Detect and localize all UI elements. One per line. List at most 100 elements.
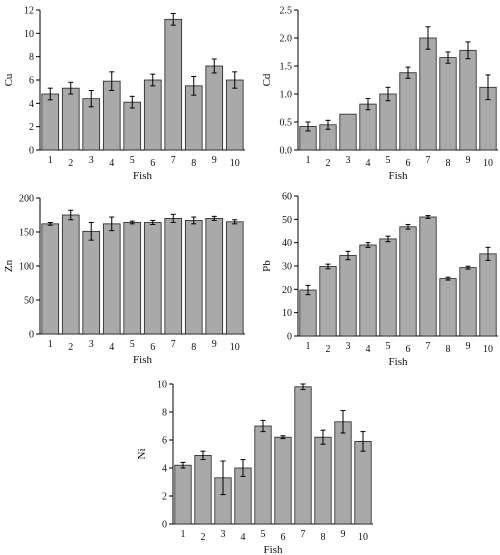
- y-tick-label: 100: [19, 262, 34, 273]
- bar: [205, 65, 224, 151]
- y-tick-label: 2: [162, 492, 167, 503]
- x-tick-label: 5: [261, 529, 266, 540]
- y-tick-label: 2.5: [280, 6, 293, 17]
- y-axis-label: Pb: [261, 260, 273, 272]
- y-tick-label: 10: [282, 308, 292, 319]
- bar: [379, 93, 397, 151]
- error-bar: [405, 66, 411, 79]
- error-bar: [325, 263, 331, 270]
- bar: [439, 57, 457, 151]
- bar: [254, 425, 272, 525]
- y-tick-label: 6: [29, 76, 34, 87]
- error-bar: [305, 121, 311, 132]
- y-axis-label: Cd: [261, 73, 273, 86]
- error-bar: [300, 383, 306, 391]
- bar: [419, 216, 437, 337]
- error-bar: [280, 435, 286, 440]
- bar: [143, 79, 162, 151]
- x-tick-label: 1: [306, 155, 311, 166]
- bar: [399, 226, 417, 337]
- x-tick-label: 10: [230, 342, 240, 353]
- x-tick-label: 7: [426, 155, 431, 166]
- error-bar: [109, 71, 115, 91]
- y-tick-label: 40: [282, 238, 292, 249]
- error-bar: [425, 26, 431, 50]
- x-tick-label: 2: [326, 344, 331, 355]
- bar: [123, 101, 142, 151]
- error-bar: [240, 459, 246, 477]
- x-tick-label: 2: [68, 342, 73, 353]
- bar: [314, 436, 332, 525]
- error-bar: [200, 450, 206, 461]
- pb-chart: 0 10 20 30 40 50 60 1 2 3 4 5 6 7 8 9 10 Fish Pb: [261, 192, 498, 368]
- y-tick-label: 0: [162, 520, 167, 531]
- error-bar: [68, 81, 74, 95]
- error-bar: [465, 265, 471, 270]
- x-tick-label: 9: [466, 155, 471, 166]
- y-tick-label: 6: [162, 436, 167, 447]
- x-tick-label: 9: [212, 155, 217, 166]
- x-axis-label: Fish: [133, 170, 152, 182]
- bar: [225, 221, 244, 335]
- error-bar: [170, 213, 176, 223]
- x-tick-label: 2: [201, 532, 206, 543]
- error-bar: [465, 41, 471, 60]
- error-bar: [170, 13, 176, 26]
- bar: [379, 238, 397, 337]
- y-tick-label: 200: [19, 194, 34, 205]
- y-tick-label: 0: [29, 330, 34, 341]
- x-tick-label: 10: [483, 344, 493, 355]
- bar: [439, 278, 457, 337]
- x-tick-label: 5: [386, 155, 391, 166]
- x-tick-label: 3: [89, 155, 94, 166]
- y-tick-label: 50: [282, 215, 292, 226]
- x-tick-label: 8: [446, 344, 451, 355]
- bar: [164, 217, 183, 335]
- bar: [102, 80, 121, 151]
- x-tick-label: 4: [241, 532, 246, 543]
- y-tick-label: 0: [287, 332, 292, 343]
- y-tick-label: 4: [29, 99, 34, 110]
- x-tick-label: 9: [466, 341, 471, 352]
- error-bar: [385, 235, 391, 243]
- bar: [184, 220, 203, 335]
- bar: [174, 464, 192, 525]
- error-bar: [150, 219, 156, 226]
- x-tick-label: 5: [130, 339, 135, 350]
- bar: [359, 103, 377, 151]
- x-tick-label: 1: [48, 155, 53, 166]
- x-tick-label: 7: [426, 341, 431, 352]
- y-tick-label: 12: [24, 6, 34, 17]
- bar: [334, 421, 352, 525]
- y-tick-label: 2: [29, 122, 34, 133]
- x-axis-label: Fish: [389, 170, 408, 182]
- error-bar: [191, 216, 197, 225]
- bar: [459, 267, 477, 337]
- error-bar: [425, 215, 431, 219]
- y-tick-label: 8: [29, 52, 34, 63]
- x-axis-label: Fish: [264, 544, 283, 555]
- x-tick-label: 7: [301, 529, 306, 540]
- x-tick-label: 8: [191, 342, 196, 353]
- y-axis-label: Ni: [136, 449, 148, 460]
- x-tick-label: 5: [386, 341, 391, 352]
- x-tick-label: 4: [366, 344, 371, 355]
- x-tick-label: 3: [221, 529, 226, 540]
- error-bar: [405, 223, 411, 230]
- error-bar: [232, 71, 238, 89]
- y-tick-label: 50: [24, 296, 34, 307]
- x-tick-label: 7: [171, 339, 176, 350]
- x-tick-label: 1: [306, 341, 311, 352]
- x-tick-label: 4: [109, 342, 114, 353]
- bar: [319, 266, 337, 337]
- x-tick-label: 8: [446, 158, 451, 169]
- error-bar: [360, 431, 366, 452]
- error-bar: [340, 410, 346, 434]
- x-tick-label: 3: [346, 155, 351, 166]
- error-bar: [325, 119, 331, 130]
- bar: [359, 244, 377, 337]
- bar: [41, 93, 60, 151]
- x-axis-label: Fish: [389, 356, 408, 368]
